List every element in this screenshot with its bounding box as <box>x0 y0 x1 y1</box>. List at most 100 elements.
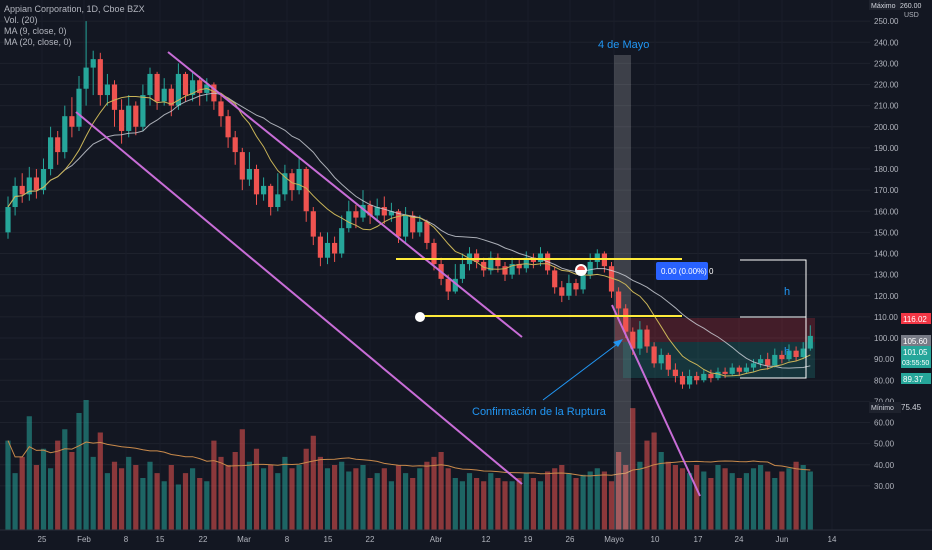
volume-bar <box>651 432 657 530</box>
max-badge-value: 260.00 <box>900 3 922 10</box>
candle-body <box>410 215 416 233</box>
time-tick-label: Mayo <box>604 535 624 544</box>
volume-bar <box>282 456 288 530</box>
volume-bar <box>488 473 494 530</box>
volume-bar <box>687 473 693 530</box>
price-axis-labels: 30.00 40.00 50.00 60.00 70.00 80.00 90.00 100.0… <box>874 17 899 491</box>
candle-body <box>197 80 203 93</box>
channel-upper-line[interactable] <box>167 51 523 338</box>
volume-bar <box>12 473 18 530</box>
volume-bar <box>573 478 579 530</box>
candle-body <box>5 207 11 233</box>
volume-bar <box>608 481 615 530</box>
price-tick-label: 220.00 <box>874 81 899 90</box>
price-tick-label: 150.00 <box>874 228 899 237</box>
svg-text:89.37: 89.37 <box>903 375 924 384</box>
volume-bar <box>133 465 139 530</box>
price-tag-105: 105.60 <box>901 335 931 346</box>
price-tick-label: 250.00 <box>874 17 899 26</box>
volume-bar <box>211 440 217 530</box>
price-axis[interactable] <box>870 0 932 530</box>
volume-bar <box>537 481 544 530</box>
volume-bar <box>637 461 643 530</box>
candle-body <box>19 185 25 195</box>
volume-bar <box>793 461 799 530</box>
price-tick-label: 120.00 <box>874 292 899 301</box>
candle-body <box>679 376 686 385</box>
volume-bar <box>26 416 32 530</box>
price-tick-label: 160.00 <box>874 207 899 216</box>
volume-bar <box>388 481 394 530</box>
candle-body <box>161 88 167 102</box>
chart-legend: Appian Corporation, 1D, Cboe BZX Vol. (2… <box>4 4 145 48</box>
candle-body <box>104 84 110 96</box>
breakdown-trend-line[interactable] <box>611 304 701 497</box>
price-tick-label: 60.00 <box>874 419 895 428</box>
volume-bar <box>679 468 686 530</box>
time-tick-label: 19 <box>524 535 533 544</box>
candle-body <box>736 367 742 372</box>
candle-body <box>62 116 68 153</box>
volume-bar <box>218 456 224 530</box>
volume-bar <box>474 478 480 530</box>
price-tick-label: 180.00 <box>874 165 899 174</box>
volume-bar <box>736 478 742 530</box>
svg-text:101.05: 101.05 <box>903 348 928 357</box>
volume-bar <box>481 481 487 530</box>
candle-body <box>403 215 409 237</box>
volume-bar <box>381 468 387 530</box>
volume-bar <box>90 456 96 530</box>
channel-lower-line[interactable] <box>75 111 523 485</box>
volume-bar <box>83 400 89 530</box>
candle-body <box>644 329 650 347</box>
legend-volume[interactable]: Vol. (20) <box>4 15 38 25</box>
volume-bar <box>750 468 757 530</box>
volume-bar <box>324 468 331 530</box>
volume-bar <box>5 440 11 530</box>
price-tick-label: 240.00 <box>874 38 899 47</box>
candle-body <box>317 236 323 258</box>
volume-bar <box>154 473 160 530</box>
volume-bar <box>48 468 54 530</box>
volume-bar <box>360 465 366 530</box>
candle-body <box>275 194 281 208</box>
candle-body <box>758 359 764 364</box>
candle-body <box>232 137 238 153</box>
price-tick-label: 170.00 <box>874 186 899 195</box>
volume-bar <box>758 465 764 530</box>
volume-bar <box>395 465 402 530</box>
min-badge-label: Mínimo <box>871 405 894 412</box>
volume-bar <box>268 465 274 530</box>
legend-ma20[interactable]: MA (20, close, 0) <box>4 37 72 47</box>
legend-ma9[interactable]: MA (9, close, 0) <box>4 26 67 36</box>
volume-bar <box>601 471 607 530</box>
volume-bar <box>729 473 735 530</box>
time-tick-label: 24 <box>735 535 744 544</box>
support-marker <box>415 312 425 322</box>
volume-bar <box>665 461 671 530</box>
price-tick-label: 100.00 <box>874 334 899 343</box>
volume-bar <box>459 481 465 530</box>
candle-body <box>182 73 189 96</box>
volume-bar <box>545 471 551 530</box>
candle-body <box>474 253 480 262</box>
candle-body <box>495 257 501 267</box>
volume-bar <box>516 478 522 530</box>
volume-bar <box>55 440 61 530</box>
candle-body <box>261 185 267 195</box>
volume-bar <box>495 478 501 530</box>
candle-body <box>296 169 302 191</box>
candle-body <box>133 105 139 127</box>
volume-ma-line <box>7 440 811 477</box>
price-tick-label: 110.00 <box>874 313 898 322</box>
resistance-marker-cap <box>577 266 585 270</box>
volume-bar <box>232 452 238 530</box>
legend-title[interactable]: Appian Corporation, 1D, Cboe BZX <box>4 4 145 14</box>
time-tick-label: 12 <box>482 535 491 544</box>
volume-bar <box>197 478 203 530</box>
volume-bar <box>104 473 110 530</box>
time-axis-labels[interactable]: 25 Feb 8 15 22 Mar 8 15 22 Abr 12 19 26 Mayo 10 17 24 Jun… <box>38 535 837 544</box>
price-tag-116: 116.02 <box>901 313 931 324</box>
candle-body <box>76 88 82 127</box>
